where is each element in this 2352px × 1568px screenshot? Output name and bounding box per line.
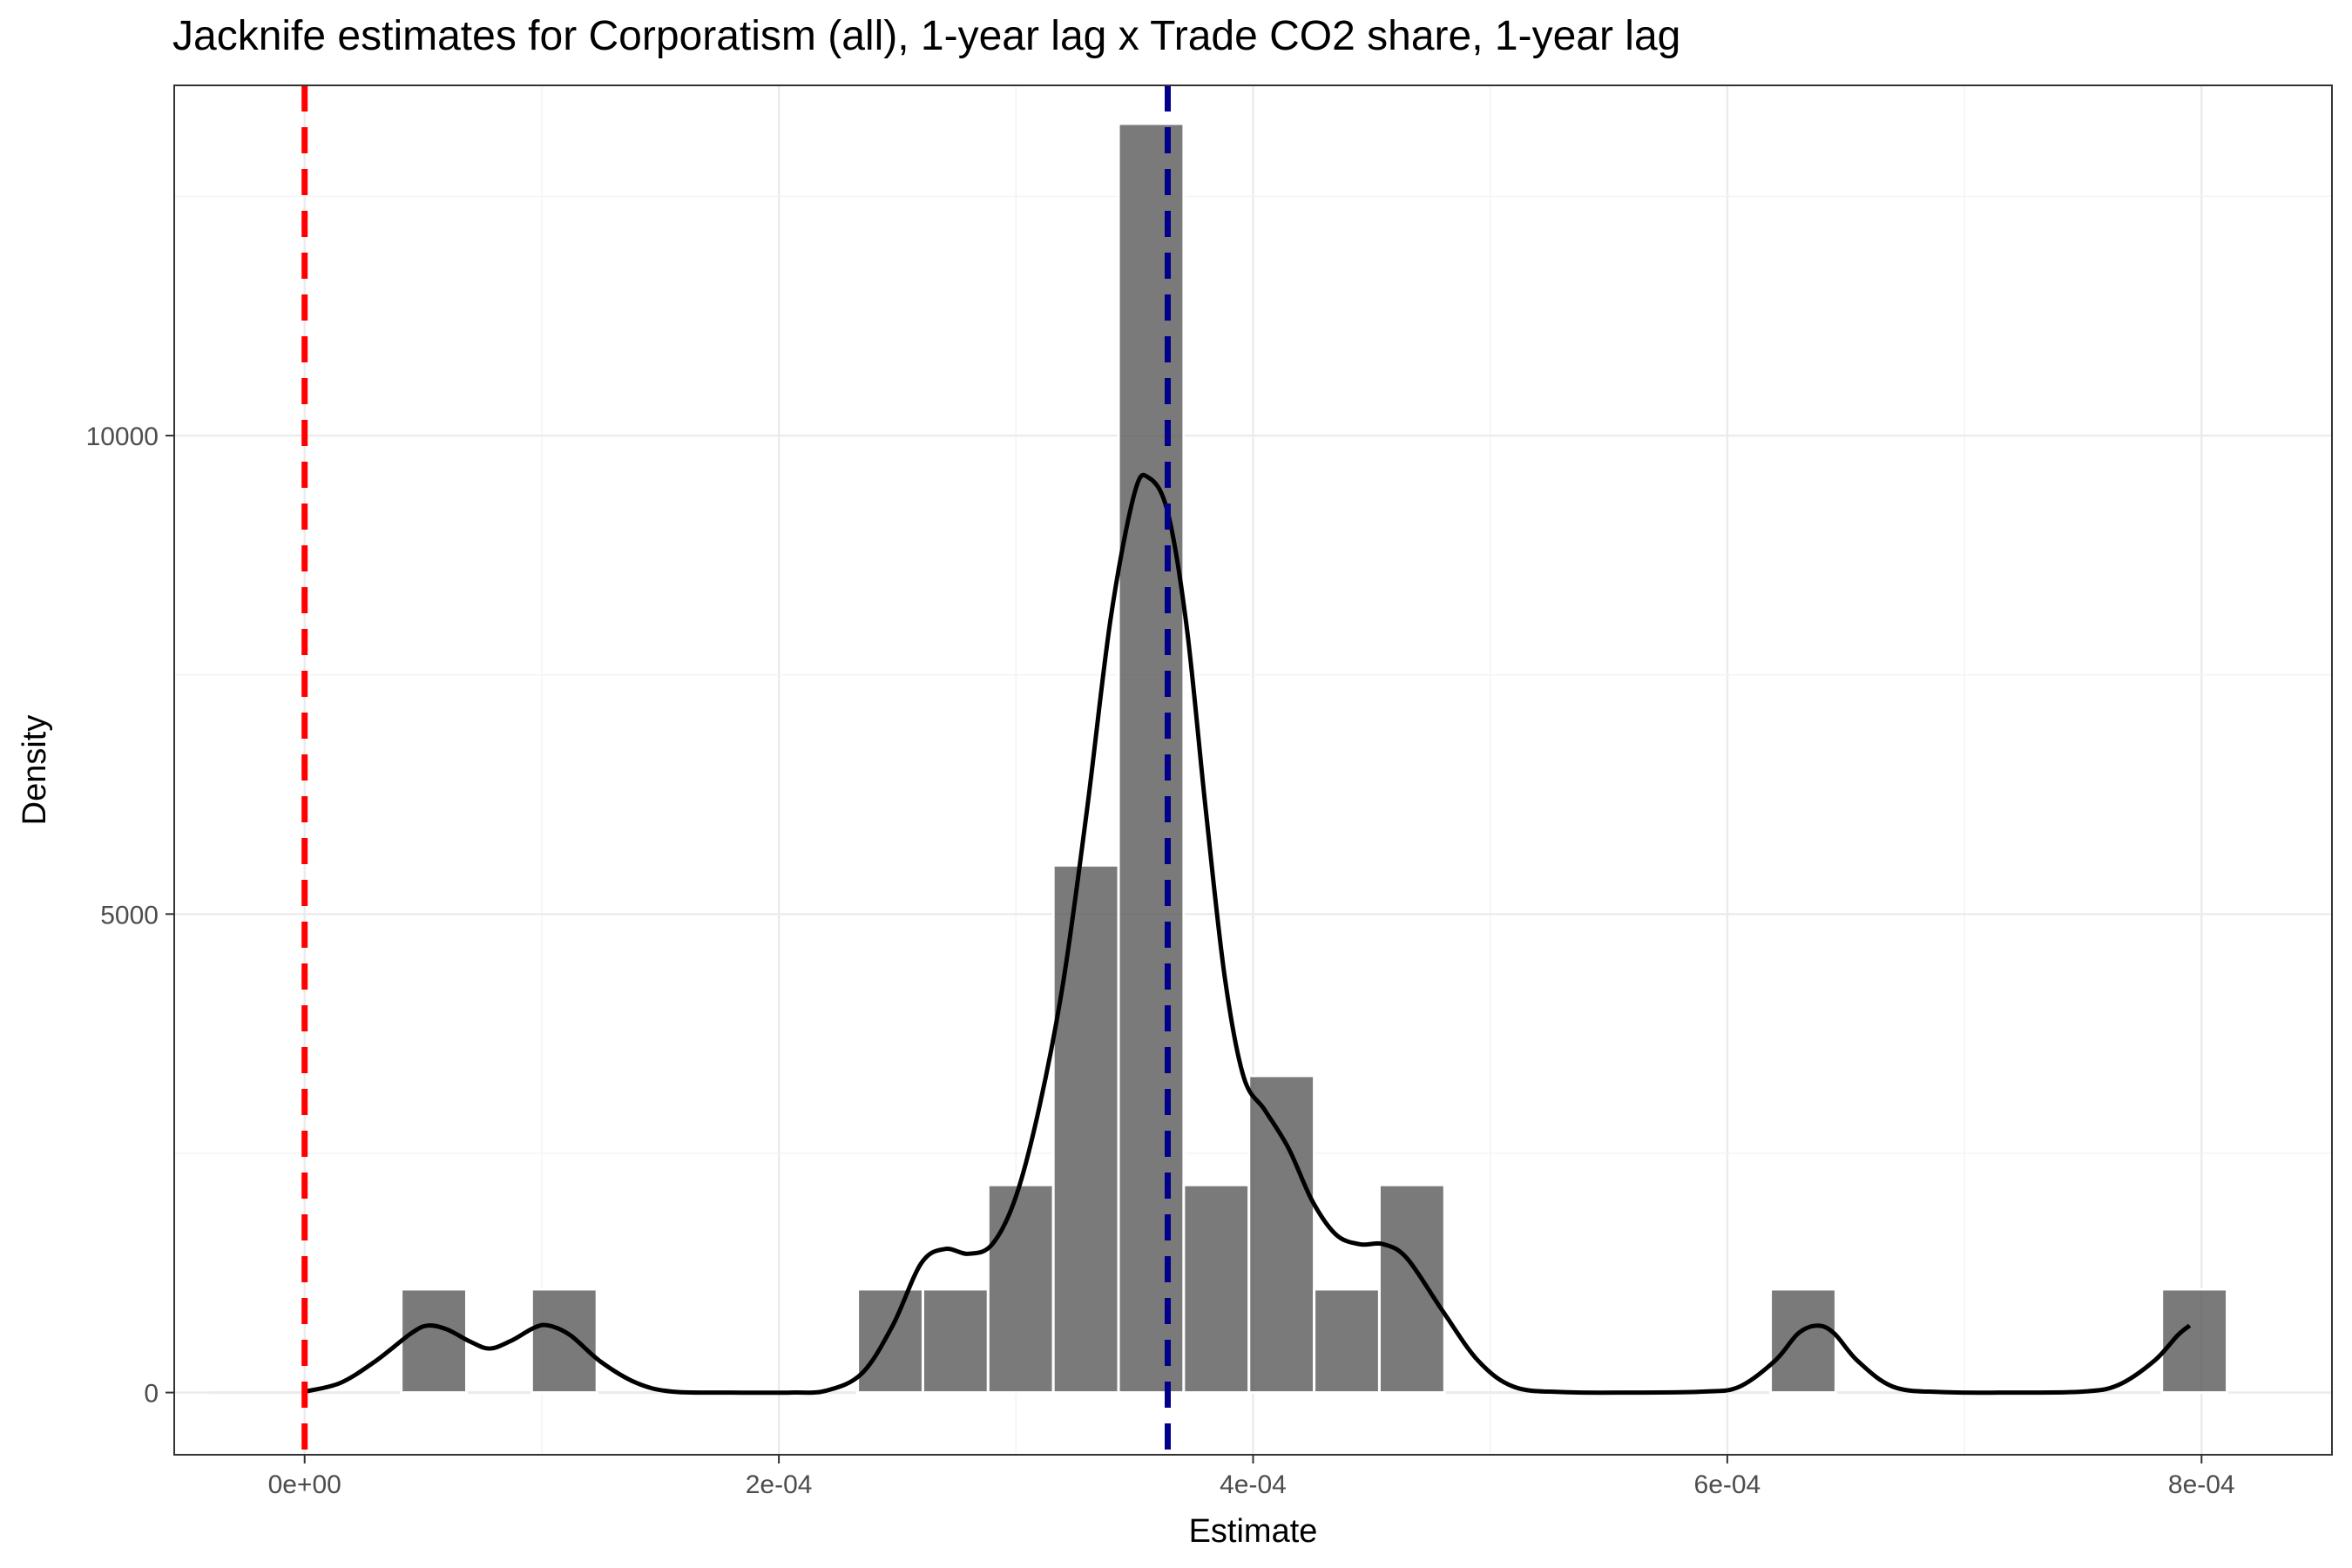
y-axis-ticks: 0 5000 10000 bbox=[86, 422, 174, 1409]
histogram-bar bbox=[1377, 1183, 1446, 1395]
y-tick-label: 10000 bbox=[86, 422, 159, 451]
histogram-bar bbox=[986, 1183, 1055, 1395]
x-axis-title: Estimate bbox=[1189, 1513, 1318, 1550]
x-tick-label: 6e-04 bbox=[1694, 1470, 1761, 1499]
histogram-bar bbox=[856, 1288, 924, 1395]
x-axis-ticks: 0e+00 2e-04 4e-04 6e-04 8e-04 bbox=[268, 1455, 2235, 1499]
histogram-bar bbox=[1769, 1288, 1837, 1395]
histogram-bar bbox=[530, 1288, 598, 1395]
histogram-bar bbox=[1182, 1183, 1251, 1395]
histogram-bar bbox=[400, 1288, 468, 1395]
x-tick-label: 0e+00 bbox=[268, 1470, 341, 1499]
x-tick-label: 2e-04 bbox=[746, 1470, 813, 1499]
x-tick-label: 8e-04 bbox=[2168, 1470, 2235, 1499]
reference-lines bbox=[301, 85, 1172, 1455]
y-tick-label: 0 bbox=[144, 1380, 159, 1409]
histogram-bars bbox=[400, 122, 2229, 1395]
histogram-bar bbox=[921, 1288, 990, 1395]
chart-title: Jacknife estimates for Corporatism (all)… bbox=[172, 13, 1681, 59]
histogram-bar bbox=[1313, 1288, 1381, 1395]
histogram-bar bbox=[1051, 863, 1120, 1395]
y-axis-title: Density bbox=[17, 715, 53, 826]
histogram-bar bbox=[1117, 122, 1186, 1395]
x-tick-label: 4e-04 bbox=[1220, 1470, 1287, 1499]
y-tick-label: 5000 bbox=[100, 901, 159, 929]
histogram-bar bbox=[1247, 1074, 1316, 1395]
